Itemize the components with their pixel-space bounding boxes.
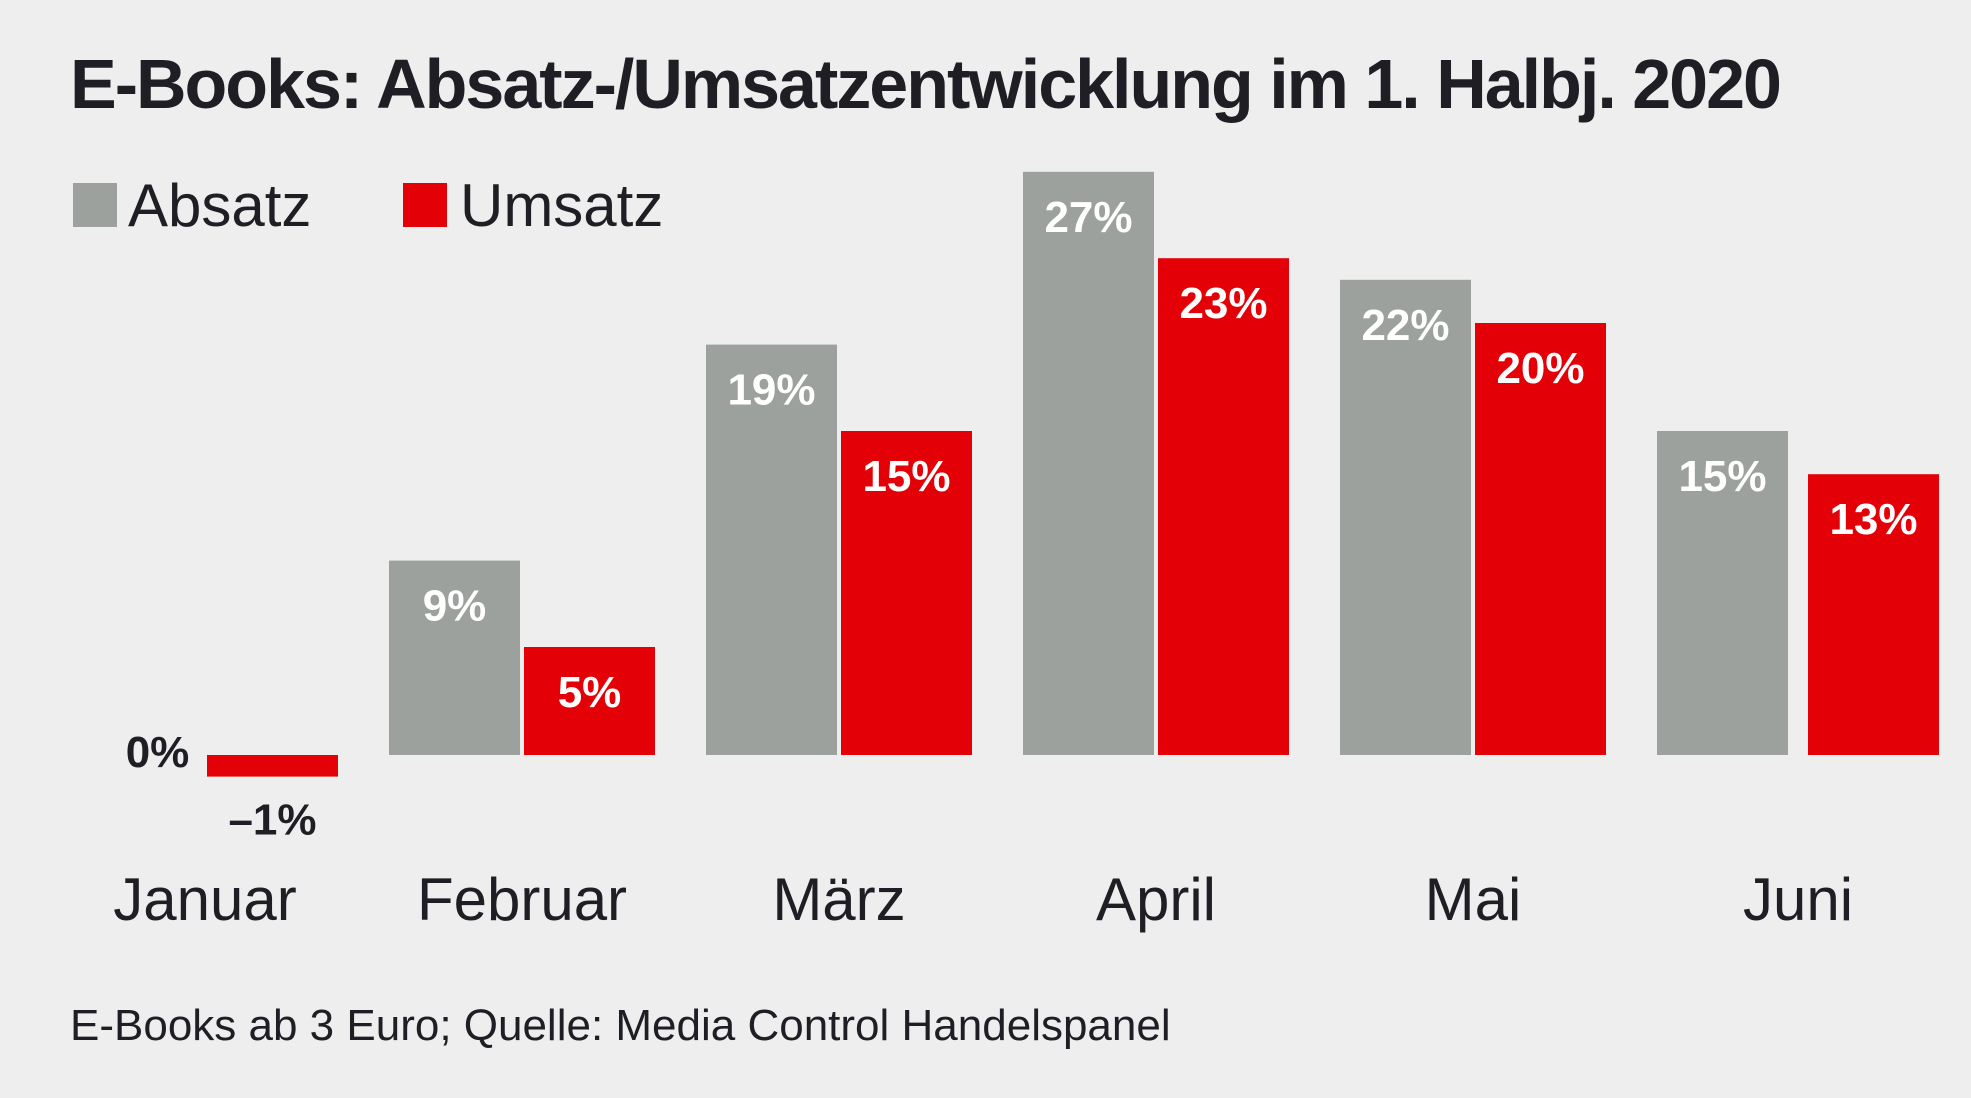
x-label-juni: Juni (1743, 866, 1853, 933)
bar-umsatz-april (1158, 258, 1289, 755)
bar-absatz-juni (1657, 431, 1788, 755)
data-label-umsatz-april: 23% (1179, 279, 1267, 328)
data-label-absatz-april: 27% (1044, 193, 1132, 242)
data-label-umsatz-januar: –1% (228, 796, 316, 845)
data-label-umsatz-märz: 15% (862, 452, 950, 501)
x-label-mai: Mai (1425, 866, 1522, 933)
bars: 0% –1% 9% 5% 19% 15% 27% 23% 22% 20% 15% 13% (126, 171, 1939, 845)
bar-absatz-märz (706, 344, 837, 755)
x-label-januar: Januar (113, 866, 296, 933)
bar-umsatz-mai (1475, 323, 1606, 755)
data-label-absatz-juni: 15% (1678, 452, 1766, 501)
bar-absatz-april (1023, 171, 1154, 756)
footnote: E-Books ab 3 Euro; Quelle: Media Control… (70, 1001, 1171, 1050)
legend-label-umsatz: Umsatz (460, 172, 663, 239)
bar-umsatz-februar (524, 647, 655, 755)
bar-umsatz-januar (207, 755, 338, 777)
x-axis-labels: Januar Februar März April Mai Juni (113, 866, 1853, 933)
data-label-absatz-januar: 0% (126, 728, 190, 777)
legend-swatch-absatz (73, 183, 117, 227)
data-label-umsatz-februar: 5% (558, 668, 622, 717)
legend: Absatz Umsatz (73, 172, 663, 239)
bar-absatz-mai (1340, 279, 1471, 755)
x-label-märz: März (772, 866, 905, 933)
x-label-februar: Februar (417, 866, 627, 933)
bar-umsatz-juni (1808, 474, 1939, 755)
bar-absatz-februar (389, 560, 520, 755)
legend-swatch-umsatz (403, 183, 447, 227)
data-label-absatz-märz: 19% (727, 366, 815, 415)
data-label-absatz-mai: 22% (1361, 301, 1449, 350)
data-label-umsatz-juni: 13% (1829, 495, 1917, 544)
x-label-april: April (1096, 866, 1216, 933)
data-label-umsatz-mai: 20% (1496, 344, 1584, 393)
bar-umsatz-märz (841, 431, 972, 755)
data-label-absatz-februar: 9% (423, 582, 487, 631)
chart-title: E-Books: Absatz-/Umsatzentwicklung im 1.… (70, 45, 1780, 123)
legend-label-absatz: Absatz (128, 172, 311, 239)
